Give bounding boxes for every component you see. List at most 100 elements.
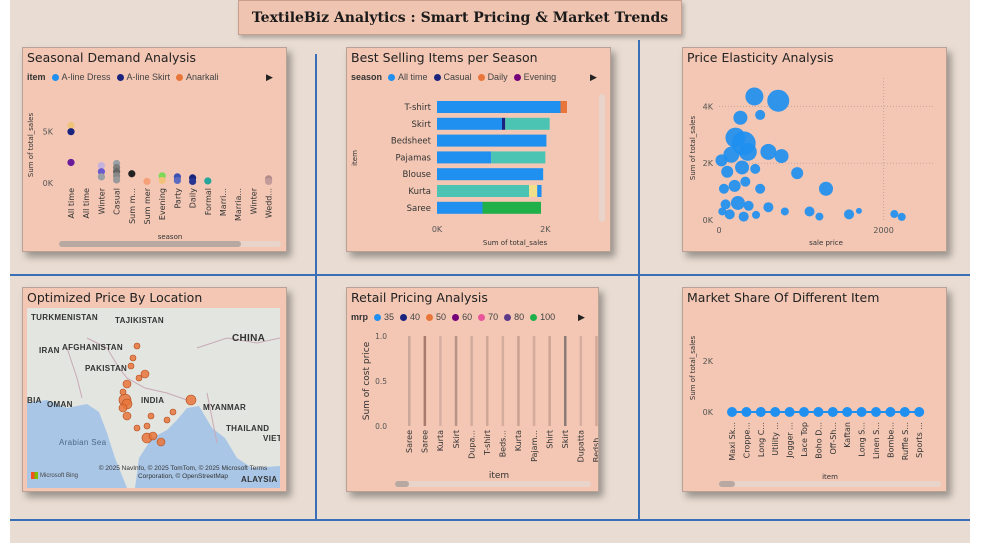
bubble-point — [743, 200, 754, 211]
bestselling-chart: T-shirt Skirt Bedsheet Pajamas Blouse Kurta Sa… — [351, 101, 567, 247]
bubble-point — [815, 212, 824, 221]
map-label-malaysia: ALAYSIA — [241, 475, 278, 484]
map-label-tajikistan: TAJIKISTAN — [115, 316, 164, 325]
bestselling-scrollbar[interactable] — [599, 94, 605, 222]
price-elasticity-card[interactable]: Price Elasticity Analysis 4K 2K 0K 0 2000 sal… — [682, 47, 947, 252]
bubble-point — [745, 87, 764, 106]
bar — [454, 336, 458, 426]
market-share-card[interactable]: Market Share Of Different Item 2K 0K Sum o… — [682, 287, 947, 492]
seasonal-scrollbar[interactable] — [59, 241, 281, 247]
bubble-point — [723, 146, 740, 163]
seasonal-legend-label: Anarkali — [186, 72, 219, 82]
location-point — [148, 431, 158, 441]
map-base — [27, 308, 280, 488]
bubble-point — [750, 163, 761, 174]
retail-legend: mrp 35 40 50 60 70 80 100 — [351, 312, 555, 322]
data-point — [784, 407, 795, 417]
retail-legend-item[interactable]: 80 — [504, 312, 524, 322]
elasticity-chart: 4K 2K 0K0 2000 sale price Sum of total_sales — [689, 78, 933, 247]
legend-dot-icon — [51, 73, 59, 81]
data-point — [97, 168, 105, 176]
data-point — [204, 177, 212, 185]
location-map[interactable]: TURKMENISTAN TAJIKISTAN AFGHANISTAN IRAN… — [27, 308, 280, 488]
bar-segment — [560, 101, 567, 113]
bar — [423, 336, 427, 426]
bar-segment — [529, 185, 538, 197]
bubble-point — [755, 109, 766, 120]
bestselling-legend-item[interactable]: Evening — [513, 72, 557, 82]
legend-next-arrow-icon[interactable]: ▶ — [266, 72, 273, 82]
retail-legend-title: mrp — [351, 312, 369, 322]
data-point — [173, 176, 181, 185]
x-tick-label: Winter — [97, 187, 106, 214]
bestselling-legend-label: Casual — [443, 72, 472, 82]
x-tick-label: Jogger ... — [786, 422, 795, 459]
data-point — [97, 173, 105, 181]
legend-next-arrow-icon[interactable]: ▶ — [578, 312, 585, 322]
seasonal-demand-card[interactable]: Seasonal Demand Analysis item A-line Dre… — [22, 47, 287, 252]
data-point — [871, 407, 881, 417]
seasonal-legend-item[interactable]: Anarkali — [176, 72, 219, 82]
retail-legend-item[interactable]: 40 — [400, 312, 420, 322]
legend-next-arrow-icon[interactable]: ▶ — [590, 72, 597, 82]
legend-dot-icon — [477, 73, 485, 81]
retail-legend-item[interactable]: 70 — [478, 312, 498, 322]
legend-dot-icon — [400, 313, 408, 321]
x-tick-label: Marria... — [234, 188, 243, 221]
bar-segment — [502, 117, 506, 130]
bing-label: Microsoft Bing — [40, 472, 79, 479]
bestselling-legend-item[interactable]: All time — [388, 72, 428, 82]
y-axis-label: item — [351, 150, 359, 166]
y-tick-label: 1.0 — [375, 332, 387, 341]
category-label: Kurta — [408, 187, 431, 197]
legend-dot-icon — [176, 73, 184, 81]
x-tick-label: 2000 — [873, 226, 893, 235]
x-tick-label: Boho D... — [814, 422, 823, 459]
marketshare-scrollbar[interactable] — [719, 481, 941, 487]
x-tick-label: Skirt — [561, 430, 570, 448]
bubble-point — [780, 207, 789, 216]
arabian-sea-water — [27, 400, 127, 488]
data-point — [67, 128, 75, 136]
seasonal-legend-item[interactable]: A-line Skirt — [116, 72, 170, 82]
retail-pricing-card[interactable]: Retail Pricing Analysis mrp 35 40 50 60 … — [346, 287, 599, 492]
data-point — [885, 407, 896, 417]
x-tick-label: Kurta — [514, 430, 523, 451]
divider-h-1 — [10, 274, 970, 276]
bubble-point — [738, 142, 757, 161]
x-tick-label: Sum mer — [143, 187, 152, 224]
x-tick-label: Sum m... — [128, 188, 137, 224]
x-tick-label: Ruffle S... — [901, 422, 910, 460]
bar — [486, 336, 489, 426]
retail-scrollbar[interactable] — [395, 481, 591, 487]
retail-legend-item[interactable]: 50 — [426, 312, 446, 322]
retail-legend-item[interactable]: 35 — [374, 312, 394, 322]
legend-dot-icon — [504, 313, 512, 321]
seasonal-legend-item[interactable]: A-line Dress — [51, 72, 111, 82]
best-selling-title: Best Selling Items per Season — [351, 50, 538, 65]
retail-legend-item[interactable]: 60 — [452, 312, 472, 322]
x-tick-label: 0 — [716, 226, 721, 235]
bestselling-legend-item[interactable]: Daily — [477, 72, 508, 82]
marketshare-scrollbar-thumb[interactable] — [719, 481, 735, 487]
bar — [548, 336, 551, 426]
bubble-point — [752, 210, 761, 219]
x-tick-label: Pajam... — [530, 430, 539, 462]
bestselling-legend-label: Evening — [523, 72, 557, 82]
best-selling-card[interactable]: Best Selling Items per Season season All… — [346, 47, 611, 252]
data-point — [128, 170, 136, 178]
map-label-iran: IRAN — [39, 346, 60, 355]
y-tick-label: 4K — [703, 102, 714, 111]
retail-legend-label: 100 — [540, 312, 556, 322]
retail-legend-item[interactable]: 100 — [530, 312, 555, 322]
y-tick-label: 0K — [703, 216, 714, 225]
x-axis-label: sale price — [809, 239, 843, 247]
seasonal-scrollbar-thumb[interactable] — [59, 241, 241, 247]
map-points — [118, 342, 197, 447]
optimized-price-map-card[interactable]: Optimized Price By Location TURKMENISTAN… — [22, 287, 287, 492]
location-point — [122, 379, 132, 389]
dashboard-title-box: TextileBiz Analytics : Smart Pricing & M… — [238, 0, 682, 35]
retail-scrollbar-thumb[interactable] — [395, 481, 409, 487]
bubble-point — [718, 183, 729, 194]
bestselling-legend-item[interactable]: Casual — [433, 72, 472, 82]
